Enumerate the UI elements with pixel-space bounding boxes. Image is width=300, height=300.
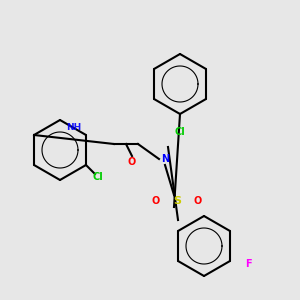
Text: N: N	[161, 154, 169, 164]
Text: F: F	[245, 259, 251, 269]
Text: O: O	[128, 157, 136, 167]
Text: O: O	[152, 196, 160, 206]
Text: Cl: Cl	[93, 172, 104, 182]
Text: S: S	[173, 196, 181, 206]
Text: Cl: Cl	[175, 127, 185, 137]
Text: O: O	[194, 196, 202, 206]
Text: NH: NH	[66, 123, 82, 132]
